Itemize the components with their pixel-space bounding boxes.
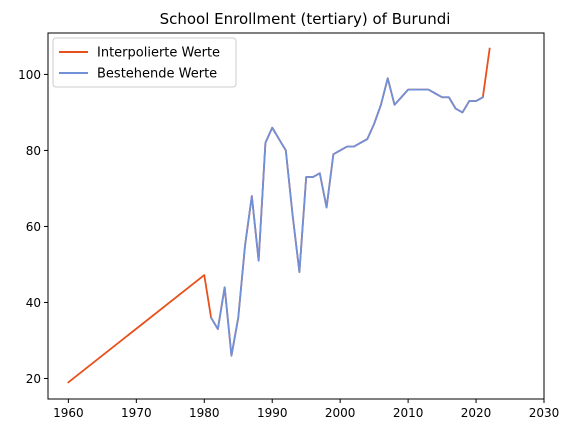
x-tick-label: 1970	[121, 406, 152, 420]
plot-area	[47, 32, 545, 400]
y-tick-label: 40	[26, 296, 41, 310]
x-tick-label: 2020	[461, 406, 492, 420]
y-tick-label: 20	[26, 372, 41, 386]
x-tick-label: 1980	[189, 406, 220, 420]
legend: Interpolierte Werte Bestehende Werte	[52, 37, 237, 88]
y-tick-label: 60	[26, 220, 41, 234]
y-axis: 20 40 60 80 100	[18, 68, 48, 386]
y-tick-label: 100	[18, 68, 41, 82]
series-layer	[67, 47, 491, 384]
x-tick-label: 1960	[53, 406, 84, 420]
series-line-0	[67, 47, 491, 384]
x-tick-label: 1990	[257, 406, 288, 420]
legend-box	[52, 37, 237, 88]
legend-label-interpolated: Interpolierte Werte	[97, 46, 220, 61]
y-tick-label: 80	[26, 144, 41, 158]
x-tick-label: 2000	[325, 406, 356, 420]
x-tick-label: 2030	[529, 406, 560, 420]
chart-title: School Enrollment (tertiary) of Burundi	[160, 10, 451, 28]
legend-label-existing: Bestehende Werte	[97, 67, 217, 82]
x-axis: 1960 1970 1980 1990 2000 2010 2020 2030	[53, 399, 559, 420]
x-tick-label: 2010	[393, 406, 424, 420]
series-line-1	[209, 77, 485, 357]
